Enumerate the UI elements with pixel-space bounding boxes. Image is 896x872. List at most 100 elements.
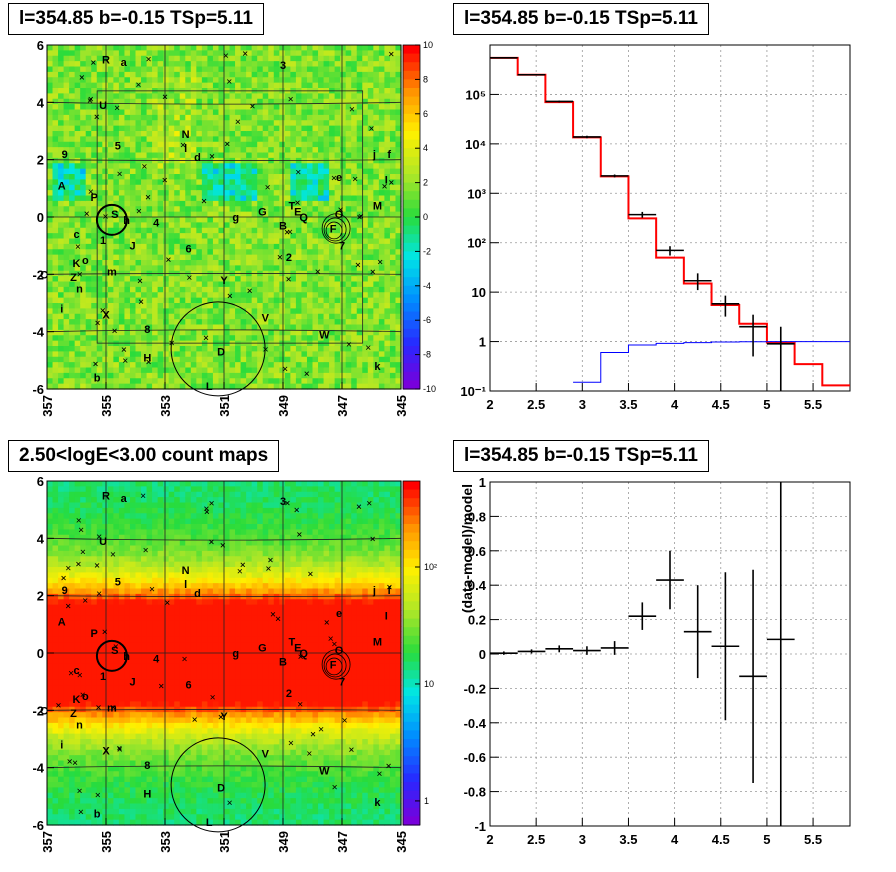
source-marker [95, 320, 100, 326]
source-label: 7 [339, 677, 345, 689]
colorbar-swatch [403, 131, 420, 141]
source-label: K [73, 694, 81, 706]
source-marker [377, 259, 383, 265]
colorbar-swatch [403, 268, 420, 278]
source-marker [84, 211, 89, 216]
data-point [766, 482, 795, 826]
colorbar-swatch [403, 70, 420, 80]
x-tick-label: 2 [486, 397, 493, 412]
data-point [711, 572, 740, 721]
source-marker [162, 177, 168, 183]
colorbar-swatch [403, 816, 420, 826]
source-label: o [82, 255, 89, 267]
source-label: B [279, 657, 287, 669]
source-marker [77, 672, 83, 678]
y-tick-label: 6 [37, 474, 44, 489]
extended-source-circle [170, 301, 266, 397]
source-label: 6 [186, 244, 192, 256]
y-tick-label: 0 [37, 210, 44, 225]
colorbar-swatch [403, 730, 420, 740]
source-markers [75, 51, 394, 376]
source-marker [349, 747, 354, 752]
source-label: G [258, 642, 267, 654]
colorbar-swatch [403, 601, 420, 611]
source-label: h [123, 651, 130, 663]
source-marker [162, 94, 168, 100]
y-tick-label: 0.8 [468, 509, 486, 524]
source-marker [102, 629, 108, 635]
source-label: D [217, 347, 225, 359]
x-tick-label: 3.5 [619, 397, 637, 412]
source-label: i [60, 304, 63, 316]
source-marker [79, 75, 85, 80]
data-points [490, 482, 795, 826]
source-label: N [182, 129, 190, 141]
source-marker [56, 703, 61, 708]
y-tick-label: 2 [37, 589, 44, 604]
colorbar-swatch [403, 165, 420, 175]
x-tick-label: 4.5 [712, 832, 730, 847]
y-tick-label: 4 [37, 95, 45, 110]
source-marker [382, 184, 387, 189]
colorbar: 10 8 6 4 2 0 -2 -4 -6 -8 -10 [402, 40, 436, 394]
source-label: a [121, 57, 128, 69]
x-tick-label: 5 [763, 397, 770, 412]
source-marker [112, 328, 117, 334]
data-point [545, 645, 574, 653]
x-tick-label: 345 [394, 831, 409, 853]
source-label: Y [220, 711, 228, 723]
source-marker [66, 565, 71, 571]
y-axis-label: (data-model)/model [459, 484, 475, 613]
colorbar-swatch [403, 311, 420, 321]
source-label: M [373, 201, 382, 213]
source-label: 6 [186, 680, 192, 692]
source-marker [110, 552, 116, 557]
colorbar-swatch [403, 346, 420, 356]
colorbar-swatch [403, 627, 420, 637]
source-label: R [102, 54, 110, 66]
source-marker [96, 591, 102, 596]
colorbar-swatch [403, 807, 420, 817]
source-marker [284, 229, 290, 235]
source-label: 4 [153, 218, 160, 230]
data-point [656, 550, 684, 610]
source-marker [227, 293, 233, 299]
data-point [739, 569, 767, 783]
source-marker [369, 126, 374, 131]
source-marker [366, 500, 372, 506]
map-gridlines [46, 45, 402, 389]
colorbar-swatch [403, 208, 420, 218]
source-marker [288, 96, 293, 102]
colorbar-tick-label: -6 [423, 315, 431, 325]
y-tick-label: 10³ [467, 186, 486, 201]
x-tick-label: 353 [158, 395, 173, 417]
source-marker [342, 718, 347, 723]
y-tick-label: -4 [32, 761, 44, 776]
y-tick-label: 1 [479, 475, 486, 490]
colorbar-swatch [403, 644, 420, 654]
data-point [600, 174, 629, 178]
source-model-histogram [573, 341, 850, 383]
y-tick-label: 10² [467, 236, 486, 251]
colorbar-tick-label: -2 [423, 246, 431, 256]
x-tick-label: 3.5 [619, 832, 637, 847]
source-label: G [258, 206, 267, 218]
y-tick-label: -2 [32, 703, 44, 718]
source-label: P [91, 628, 98, 640]
y-tick-label: 0 [479, 647, 486, 662]
colorbar-swatch [403, 584, 420, 594]
x-tick-label: 5.5 [804, 832, 822, 847]
source-marker [250, 103, 255, 109]
source-marker [209, 154, 215, 159]
y-tick-label: 0.4 [468, 578, 487, 593]
model-histogram [490, 56, 850, 387]
source-label: X [102, 309, 110, 321]
source-marker [389, 51, 394, 57]
source-label: A [58, 180, 66, 192]
source-marker [237, 568, 243, 574]
source-label: 5 [115, 140, 121, 152]
source-label: g [232, 212, 239, 224]
source-marker [87, 98, 93, 103]
